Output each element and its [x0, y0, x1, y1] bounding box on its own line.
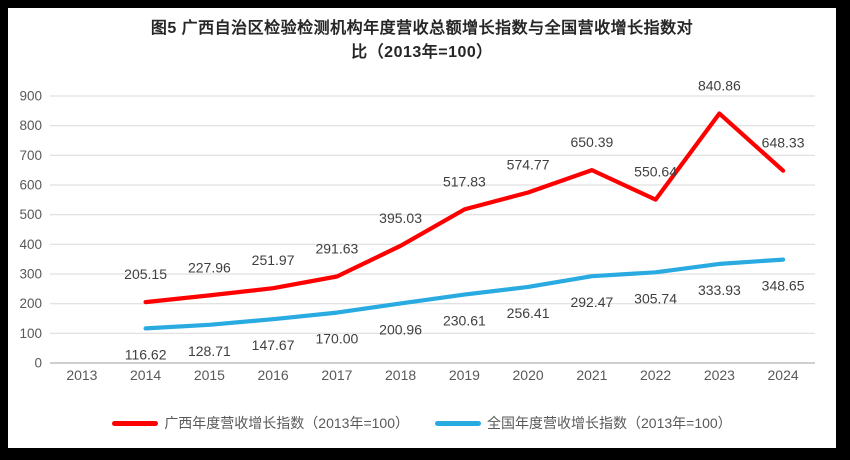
data-point-label: 550.64: [634, 164, 677, 180]
x-axis-tick-label: 2018: [385, 367, 416, 383]
y-axis-tick-label: 100: [19, 326, 42, 341]
legend-label-national: 全国年度营收增长指数（2013年=100）: [487, 415, 732, 431]
x-axis-tick-label: 2015: [194, 367, 225, 383]
chart-canvas: 图5 广西自治区检验检测机构年度营收总额增长指数与全国营收增长指数对 比（201…: [8, 8, 836, 448]
x-axis-tick-label: 2017: [321, 367, 352, 383]
x-axis-tick-label: 2022: [640, 367, 671, 383]
data-point-label: 348.65: [762, 278, 805, 294]
data-point-label: 305.74: [634, 290, 677, 306]
chart-title-line1: 图5 广西自治区检验检测机构年度营收总额增长指数与全国营收增长指数对: [150, 20, 694, 37]
y-axis-tick-label: 0: [34, 356, 42, 371]
data-point-label: 840.86: [698, 78, 741, 94]
data-point-label: 251.97: [252, 252, 295, 268]
data-point-label: 395.03: [379, 210, 422, 226]
data-point-label: 147.67: [252, 337, 295, 353]
y-axis-tick-label: 700: [19, 148, 42, 163]
x-axis-tick-label: 2021: [576, 367, 607, 383]
legend-label-guangxi: 广西年度营收增长指数（2013年=100）: [164, 415, 409, 431]
data-point-label: 650.39: [570, 134, 613, 150]
legend-item-national: 全国年度营收增长指数（2013年=100）: [435, 413, 732, 433]
data-point-label: 205.15: [124, 266, 167, 282]
x-axis-tick-label: 2023: [704, 367, 735, 383]
y-axis-tick-label: 600: [19, 178, 42, 193]
data-point-label: 128.71: [188, 343, 231, 359]
data-point-label: 517.83: [443, 173, 486, 189]
data-point-label: 116.62: [125, 346, 167, 362]
y-axis-tick-label: 500: [19, 207, 42, 222]
x-axis-tick-label: 2016: [258, 367, 289, 383]
data-point-label: 574.77: [507, 157, 550, 173]
data-point-label: 292.47: [570, 294, 613, 310]
x-axis-tick-label: 2014: [130, 367, 161, 383]
y-axis-tick-label: 400: [19, 237, 42, 252]
legend-line-icon-blue: [435, 420, 481, 426]
data-point-label: 648.33: [762, 135, 805, 151]
legend-item-guangxi: 广西年度营收增长指数（2013年=100）: [112, 413, 409, 433]
legend-line-icon-red: [112, 420, 159, 426]
data-point-label: 291.63: [315, 241, 358, 257]
x-axis-tick-label: 2024: [768, 367, 799, 383]
data-point-label: 230.61: [443, 313, 486, 329]
chart-title-line2: 比（2013年=100）: [351, 44, 493, 61]
data-point-label: 256.41: [507, 305, 550, 321]
y-axis-tick-label: 800: [19, 118, 42, 133]
data-point-label: 227.96: [188, 259, 231, 275]
y-axis-tick-label: 200: [19, 296, 42, 311]
x-axis-tick-label: 2013: [66, 367, 97, 383]
y-axis-tick-label: 900: [19, 89, 42, 104]
series-line-0: [143, 111, 786, 305]
data-point-label: 170.00: [315, 331, 358, 347]
data-point-label: 200.96: [379, 321, 422, 337]
chart-legend: 广西年度营收增长指数（2013年=100） 全国年度营收增长指数（2013年=1…: [8, 413, 836, 433]
y-axis-tick-label: 300: [19, 267, 42, 282]
series-line-1: [143, 257, 786, 331]
x-axis-tick-label: 2019: [449, 367, 480, 383]
x-axis-tick-label: 2020: [513, 367, 544, 383]
data-point-label: 333.93: [698, 282, 741, 298]
line-chart: 0 100 200 300 400 500 600 700 800 900 2013 2014 2015…: [19, 78, 815, 383]
chart-title: 图5 广西自治区检验检测机构年度营收总额增长指数与全国营收增长指数对 比（201…: [8, 17, 836, 65]
